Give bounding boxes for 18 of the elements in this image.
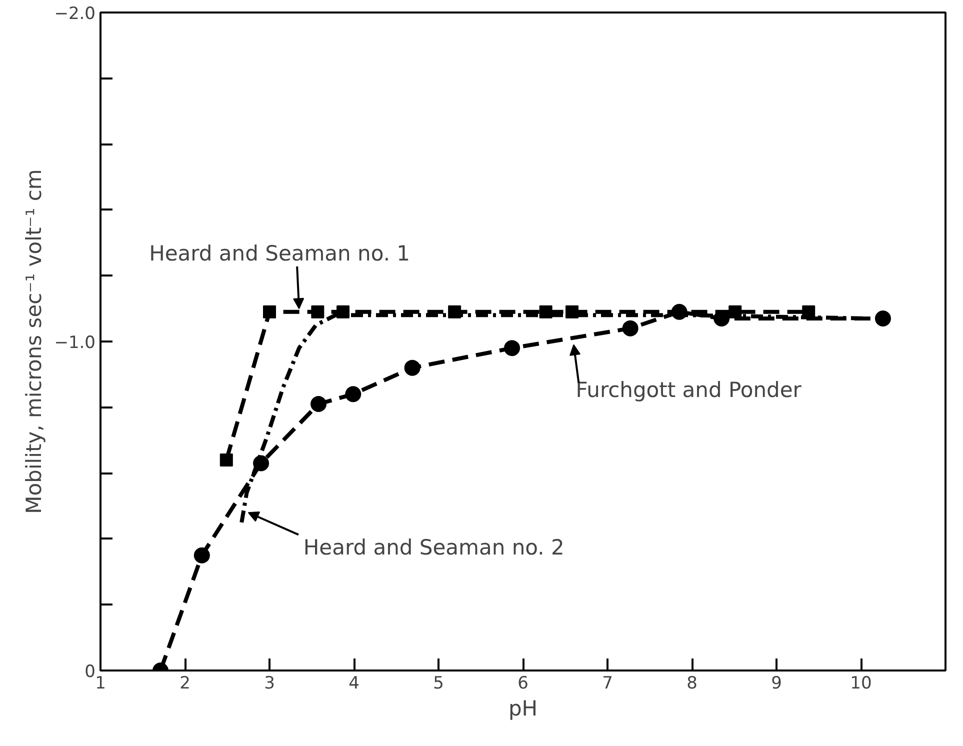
annotation: Heard and Seaman no. 1: [149, 242, 410, 266]
y-tick-label: −2.0: [54, 4, 96, 24]
x-tick-label: 10: [850, 674, 872, 694]
x-tick-label: 3: [264, 674, 275, 694]
x-tick-label: 1: [95, 674, 106, 694]
y-tick-label: 0: [84, 662, 96, 682]
x-tick-label: 4: [348, 674, 360, 694]
x-tick-label: 2: [180, 674, 190, 694]
x-tick-label: 7: [602, 674, 613, 694]
annotation: Furchgott and Ponder: [576, 378, 802, 402]
x-tick-label: 5: [433, 674, 444, 694]
annotation: Heard and Seaman no. 2: [303, 536, 564, 560]
x-tick-label: 6: [518, 674, 528, 694]
x-axis-title: pH: [508, 696, 538, 720]
x-tick-label: 8: [686, 674, 698, 694]
y-tick-label: −1.0: [54, 333, 96, 353]
y-axis-title: Mobility, microns sec⁻¹ volt⁻¹ cm: [22, 169, 46, 514]
x-tick-label: 9: [771, 674, 782, 694]
